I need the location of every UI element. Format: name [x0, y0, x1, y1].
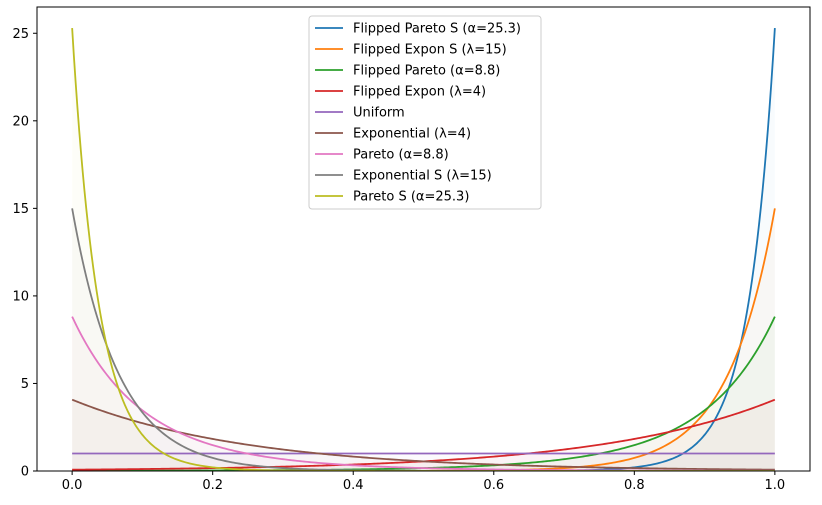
y-tick-label: 20 [12, 114, 29, 129]
x-tick-label: 0.6 [483, 478, 504, 493]
x-tick-label: 1.0 [765, 478, 786, 493]
x-tick-label: 0.0 [62, 478, 83, 493]
x-tick-label: 0.2 [202, 478, 223, 493]
legend-label-uniform: Uniform [353, 106, 405, 121]
x-tick-label: 0.4 [343, 478, 364, 493]
legend-label-exponential-s-15: Exponential S (λ=15) [353, 169, 492, 184]
y-tick-label: 5 [21, 377, 29, 392]
legend-label-flipped-expon-4: Flipped Expon (λ=4) [353, 85, 486, 100]
legend-label-flipped-expon-s-15: Flipped Expon S (λ=15) [353, 43, 507, 58]
legend-label-pareto-s-25-3: Pareto S (α=25.3) [353, 190, 469, 205]
legend-box [308, 15, 542, 210]
axes-frame [36, 6, 811, 472]
x-axis-ticks: 0.0 0.2 0.4 0.6 0.8 1.0 [62, 471, 785, 493]
x-tick-label: 0.8 [624, 478, 645, 493]
axes [36, 6, 811, 472]
series-line-exponential-4 [71, 398, 775, 471]
legend: Flipped Pareto S (α=25.3) Flipped Expon S… [308, 15, 542, 210]
legend-label-pareto-8-8: Pareto (α=8.8) [353, 148, 449, 163]
y-axis-ticks: 0 5 10 15 20 25 [12, 27, 37, 480]
y-tick-label: 25 [12, 27, 29, 42]
y-tick-label: 15 [12, 202, 29, 217]
legend-label-flipped-pareto-8-8: Flipped Pareto (α=8.8) [353, 64, 500, 79]
y-tick-label: 0 [21, 465, 29, 480]
y-tick-label: 10 [12, 289, 29, 304]
legend-label-flipped-pareto-s-25-3: Flipped Pareto S (α=25.3) [353, 22, 521, 37]
legend-label-exponential-4: Exponential (λ=4) [353, 127, 471, 142]
